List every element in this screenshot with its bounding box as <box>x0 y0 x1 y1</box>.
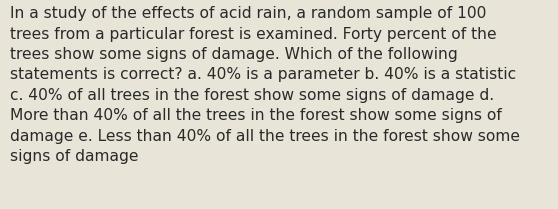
Text: In a study of the effects of acid rain, a random sample of 100
trees from a part: In a study of the effects of acid rain, … <box>10 6 520 164</box>
